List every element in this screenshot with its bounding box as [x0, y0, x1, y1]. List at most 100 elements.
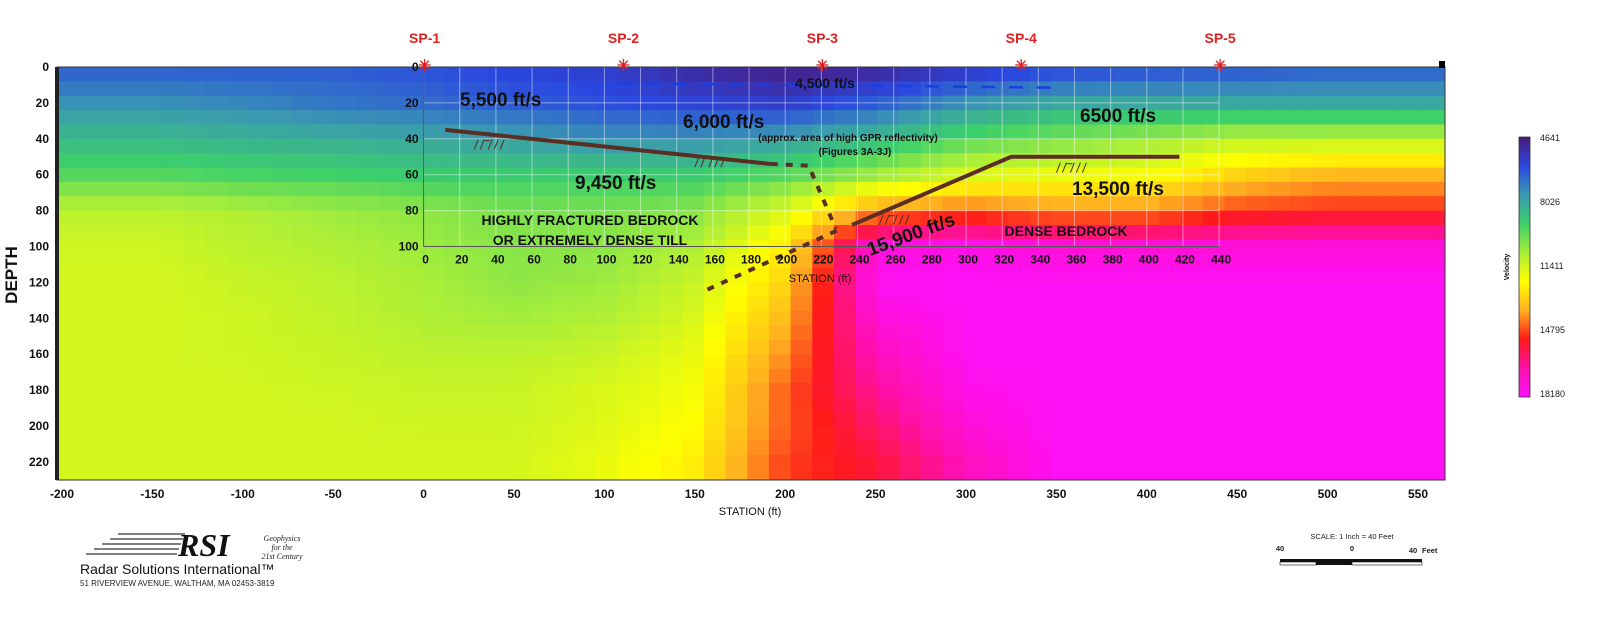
heatmap-cell	[183, 296, 206, 312]
logo-tagline-3: 21st Century	[261, 552, 303, 561]
heatmap-cell	[313, 181, 336, 197]
heatmap-cell	[356, 167, 379, 183]
heatmap-cell	[57, 339, 76, 355]
heatmap-cell	[985, 95, 1009, 111]
heatmap-cell	[573, 81, 596, 97]
heatmap-cell	[400, 124, 423, 140]
heatmap-cell	[812, 469, 835, 480]
heatmap-cell	[768, 196, 792, 212]
heatmap-cell	[335, 368, 358, 384]
heatmap-cell	[378, 296, 401, 312]
heatmap-cell	[1094, 196, 1117, 212]
heatmap-cell	[161, 224, 184, 240]
heatmap-cell	[139, 153, 163, 169]
heatmap-cell	[356, 210, 379, 226]
heatmap-cell	[703, 440, 727, 456]
heatmap-cell	[508, 368, 531, 384]
heatmap-cell	[942, 124, 965, 140]
heatmap-cell	[573, 153, 596, 169]
heatmap-cell	[1289, 210, 1312, 226]
heatmap-cell	[1441, 239, 1445, 255]
label-6500: 6500 ft/s	[1080, 106, 1156, 127]
heatmap-cell	[660, 110, 683, 126]
heatmap-cell	[768, 110, 792, 126]
shot-point-label: SP-2	[608, 30, 639, 46]
heatmap-cell	[313, 95, 336, 111]
heatmap-cell	[855, 296, 879, 312]
heatmap-cell	[1354, 138, 1378, 154]
heatmap-cell	[747, 426, 770, 441]
heatmap-cell	[1181, 339, 1204, 355]
heatmap-cell	[1159, 268, 1182, 283]
heatmap-cell	[378, 397, 401, 413]
heatmap-cell	[118, 382, 141, 398]
heatmap-cell	[1050, 354, 1074, 370]
heatmap-cell	[1072, 124, 1095, 140]
heatmap-cell	[1116, 181, 1139, 197]
heatmap-cell	[378, 354, 401, 370]
heatmap-cell	[291, 354, 314, 370]
heatmap-cell	[1050, 469, 1074, 480]
heatmap-cell	[573, 440, 596, 456]
heatmap-cell	[226, 210, 249, 226]
heatmap-cell	[1354, 124, 1378, 140]
heatmap-cell	[1441, 469, 1445, 480]
heatmap-cell	[855, 124, 879, 140]
heatmap-cell	[1267, 382, 1291, 398]
heatmap-cell	[1159, 124, 1182, 140]
heatmap-cell	[530, 181, 553, 197]
heatmap-cell	[57, 67, 76, 82]
heatmap-cell	[1246, 210, 1269, 226]
heatmap-cell	[204, 181, 228, 197]
heatmap-cell	[703, 110, 727, 126]
heatmap-cell	[465, 397, 488, 413]
heatmap-cell	[1181, 181, 1204, 197]
heatmap-cell	[400, 368, 423, 384]
heatmap-cell	[530, 138, 553, 154]
heatmap-cell	[291, 167, 314, 183]
heatmap-cell	[248, 296, 271, 312]
heatmap-cell	[1181, 138, 1204, 154]
heatmap-cell	[1050, 296, 1074, 312]
heatmap-cell	[834, 110, 857, 126]
heatmap-cell	[1289, 368, 1312, 384]
heatmap-cell	[964, 253, 987, 269]
heatmap-cell	[595, 397, 618, 413]
heatmap-cell	[530, 426, 553, 441]
heatmap-cell	[378, 224, 401, 240]
heatmap-cell	[74, 440, 97, 456]
heatmap-cell	[1441, 296, 1445, 312]
heatmap-cell	[96, 339, 119, 355]
heatmap-cell	[1246, 167, 1269, 183]
heatmap-cell	[269, 181, 293, 197]
heatmap-cell	[378, 440, 401, 456]
heatmap-cell	[1029, 282, 1052, 298]
inset-x-tick-label: 100	[596, 253, 616, 267]
heatmap-cell	[118, 196, 141, 212]
heatmap-cell	[248, 397, 271, 413]
heatmap-cell	[790, 224, 813, 240]
heatmap-cell	[1267, 253, 1291, 269]
heatmap-cell	[378, 239, 401, 255]
heatmap-cell	[899, 325, 922, 341]
heatmap-cell	[161, 81, 184, 97]
heatmap-cell	[1441, 311, 1445, 327]
heatmap-cell	[1289, 153, 1312, 169]
heatmap-cell	[855, 411, 879, 427]
heatmap-cell	[725, 296, 748, 312]
heatmap-cell	[1094, 167, 1117, 183]
heatmap-cell	[1246, 440, 1269, 456]
heatmap-cell	[1007, 440, 1030, 456]
heatmap-cell	[1050, 224, 1074, 240]
heatmap-cell	[1333, 167, 1356, 183]
heatmap-cell	[1289, 411, 1312, 427]
heatmap-cell	[551, 382, 575, 398]
heatmap-cell	[747, 181, 770, 197]
heatmap-cell	[617, 296, 640, 312]
inset-x-tick-label: 240	[850, 253, 870, 267]
heatmap-cell	[920, 426, 944, 441]
heatmap-cell	[1398, 181, 1421, 197]
colorbar-tick: 11411	[1540, 261, 1564, 271]
heatmap-cell	[551, 397, 575, 413]
heatmap-cell	[1029, 224, 1052, 240]
